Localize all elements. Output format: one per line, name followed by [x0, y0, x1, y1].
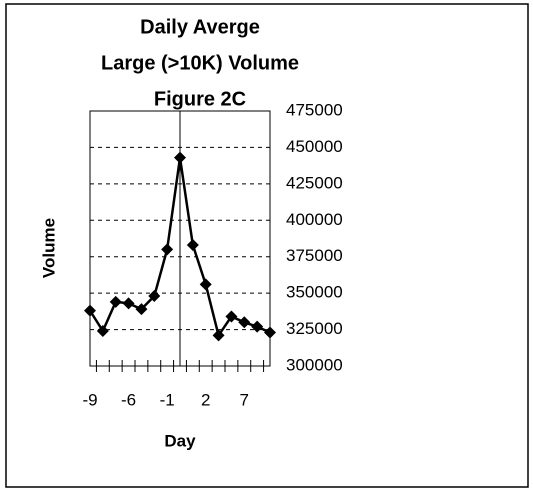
x-tick-label: -1	[160, 390, 175, 409]
chart-title: Large (>10K) Volume	[101, 52, 299, 74]
x-tick-label: 2	[201, 390, 210, 409]
y-tick-label: 300000	[286, 355, 343, 374]
data-point	[135, 303, 148, 316]
data-point	[186, 239, 199, 252]
data-point	[238, 316, 251, 329]
y-tick-label: 425000	[286, 173, 343, 192]
data-point	[251, 320, 264, 333]
data-point	[212, 329, 225, 342]
data-point	[264, 326, 276, 339]
y-tick-label: 475000	[286, 100, 343, 119]
x-axis-label: Day	[164, 431, 196, 450]
y-axis-label: Volume	[39, 218, 58, 278]
data-point	[84, 304, 96, 317]
y-tick-label: 450000	[286, 137, 343, 156]
x-tick-label: 7	[240, 390, 249, 409]
x-tick-label: -9	[82, 390, 97, 409]
data-point	[109, 295, 122, 308]
data-point	[96, 325, 109, 338]
data-point	[148, 290, 161, 303]
chart-title: Daily Averge	[140, 16, 260, 38]
y-tick-label: 375000	[286, 246, 343, 265]
data-point	[199, 278, 212, 291]
data-point	[122, 297, 135, 310]
chart-frame	[5, 3, 529, 488]
x-tick-label: -6	[121, 390, 136, 409]
y-tick-label: 325000	[286, 319, 343, 338]
data-point	[174, 151, 186, 164]
y-tick-label: 400000	[286, 210, 343, 229]
data-point	[225, 310, 238, 323]
data-point	[161, 243, 174, 256]
y-tick-label: 350000	[286, 283, 343, 302]
chart-title: Figure 2C	[154, 88, 246, 110]
